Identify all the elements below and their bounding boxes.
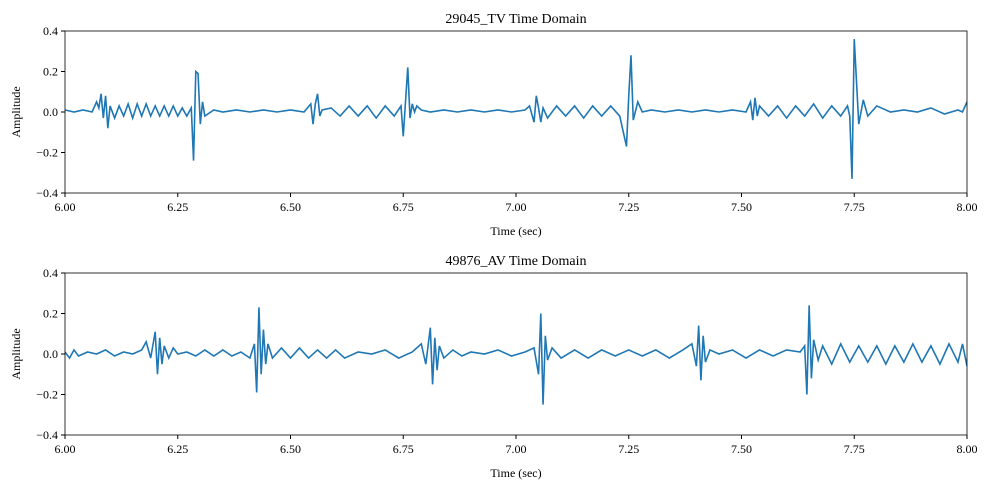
x-axis-label: Time (sec) [490, 466, 541, 480]
x-tick-label: 7.50 [731, 200, 752, 214]
x-tick-label: 7.25 [618, 442, 639, 456]
y-axis-label: Amplitude [9, 86, 23, 137]
x-tick-label: 6.00 [55, 442, 76, 456]
y-tick-label: 0.0 [43, 105, 58, 119]
y-tick-label: −0.2 [36, 388, 58, 402]
axes-frame [64, 30, 968, 194]
y-axis-label: Amplitude [9, 328, 23, 379]
chart-title: 29045_TV Time Domain [445, 12, 586, 27]
chart-title: 49876_AV Time Domain [445, 254, 586, 269]
y-tick-label: 0.2 [43, 65, 58, 79]
x-tick-label: 7.00 [506, 442, 527, 456]
y-tick-label: 0.4 [43, 266, 58, 280]
x-tick-label: 7.50 [731, 442, 752, 456]
x-tick-label: 8.00 [957, 200, 978, 214]
x-tick-label: 8.00 [957, 442, 978, 456]
y-tick-label: −0.2 [36, 146, 58, 160]
x-tick-label: 6.00 [55, 200, 76, 214]
x-tick-label: 7.75 [844, 200, 865, 214]
signal-line [65, 305, 967, 405]
x-tick-label: 6.25 [167, 200, 188, 214]
x-tick-label: 6.75 [393, 442, 414, 456]
x-axis-label: Time (sec) [490, 224, 541, 238]
signal-line [65, 39, 967, 179]
y-tick-label: 0.2 [43, 307, 58, 321]
x-tick-label: 7.00 [506, 200, 527, 214]
y-tick-label: −0.4 [36, 186, 58, 200]
x-tick-label: 6.50 [280, 442, 301, 456]
axes-frame [64, 272, 968, 436]
y-tick-label: 0.4 [43, 24, 58, 38]
x-tick-label: 6.50 [280, 200, 301, 214]
x-tick-label: 7.25 [618, 200, 639, 214]
x-tick-label: 6.75 [393, 200, 414, 214]
y-tick-label: −0.4 [36, 428, 58, 442]
x-tick-label: 7.75 [844, 442, 865, 456]
x-tick-label: 6.25 [167, 442, 188, 456]
y-tick-label: 0.0 [43, 347, 58, 361]
